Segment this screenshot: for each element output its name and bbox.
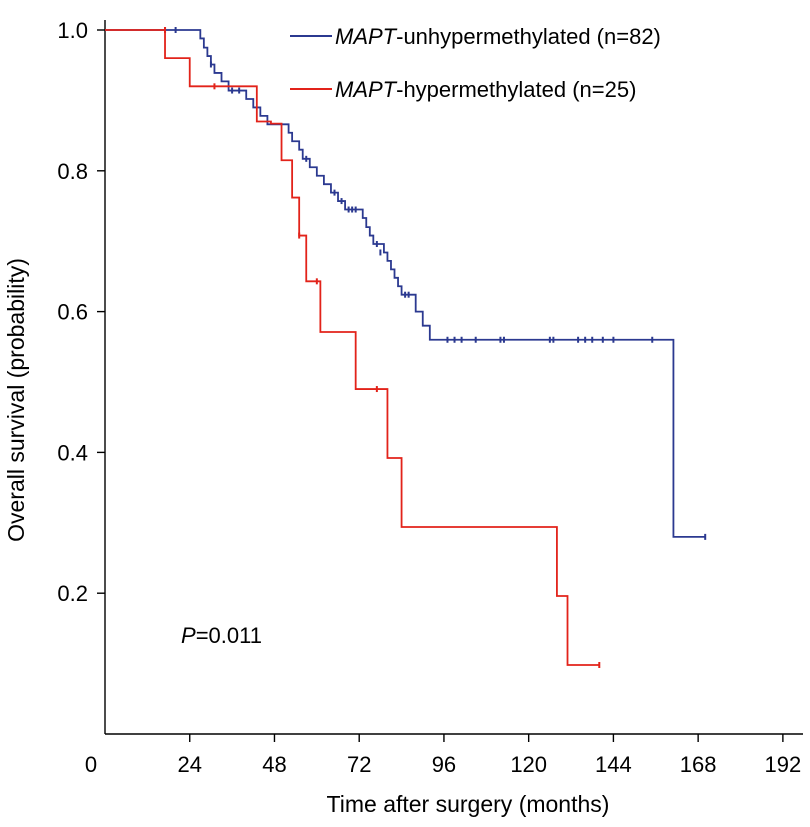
x-tick-label: 0 — [85, 752, 97, 777]
y-tick-label: 0.4 — [57, 440, 88, 465]
x-tick-label: 48 — [262, 752, 286, 777]
legend-label-hypermethylated: MAPT-hypermethylated (n=25) — [335, 77, 636, 102]
legend: MAPT-unhypermethylated (n=82) MAPT-hyper… — [290, 24, 661, 102]
x-tick-label: 96 — [432, 752, 456, 777]
y-ticks: 0.2 0.4 0.6 0.8 1.0 — [57, 18, 105, 606]
y-tick-label: 1.0 — [57, 18, 88, 43]
x-tick-label: 144 — [595, 752, 632, 777]
y-axis-label: Overall survival (probability) — [3, 258, 29, 542]
legend-label-unhypermethylated-rest: -unhypermethylated (n=82) — [396, 24, 661, 49]
y-tick-label: 0.8 — [57, 159, 88, 184]
x-tick-label: 72 — [347, 752, 371, 777]
x-tick-label: 168 — [680, 752, 717, 777]
legend-label-hypermethylated-italic: MAPT — [335, 77, 398, 102]
p-value-italic: P — [181, 623, 196, 648]
legend-label-unhypermethylated-italic: MAPT — [335, 24, 398, 49]
legend-label-hypermethylated-rest: -hypermethylated (n=25) — [396, 77, 636, 102]
x-axis-label: Time after surgery (months) — [327, 791, 610, 817]
survival-curve-line — [105, 29, 706, 538]
x-tick-label: 120 — [510, 752, 547, 777]
y-tick-label: 0.6 — [57, 300, 88, 325]
x-ticks: 0 24 48 72 96 120 144 168 192 — [85, 734, 801, 777]
legend-label-unhypermethylated: MAPT-unhypermethylated (n=82) — [335, 24, 661, 49]
series-layer — [105, 27, 707, 669]
p-value-rest: =0.011 — [196, 623, 262, 648]
x-tick-label: 24 — [177, 752, 201, 777]
p-value-annotation: P=0.011 — [181, 623, 262, 648]
y-tick-label: 0.2 — [57, 581, 88, 606]
series-unhypermethylated — [105, 27, 707, 540]
survival-curve-line — [105, 29, 600, 666]
x-tick-label: 192 — [765, 752, 802, 777]
series-hypermethylated — [105, 27, 601, 669]
